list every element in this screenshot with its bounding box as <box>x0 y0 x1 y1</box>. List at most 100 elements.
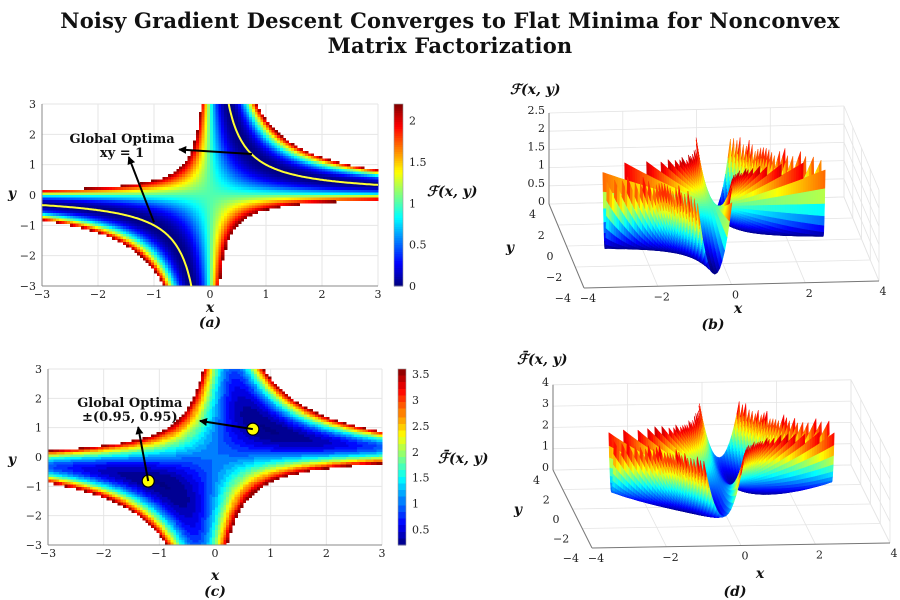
heatmap-cell <box>184 239 189 243</box>
heatmap-cell <box>204 208 208 212</box>
heatmap-cell <box>58 189 63 193</box>
heatmap-cell <box>198 122 203 126</box>
heatmap-cell <box>103 226 107 230</box>
heatmap-cell <box>42 205 46 209</box>
heatmap-cell <box>187 189 191 193</box>
heatmap-cell <box>201 273 205 277</box>
heatmap-cell <box>140 195 144 199</box>
heatmap-cell <box>131 200 135 204</box>
heatmap-cell <box>117 187 121 191</box>
heatmap-cell <box>86 202 91 206</box>
heatmap-cell <box>131 213 135 217</box>
heatmap-cell <box>148 257 152 261</box>
heatmap-cell <box>128 200 133 204</box>
heatmap-cell <box>210 221 214 225</box>
heatmap-cell <box>72 195 77 199</box>
heatmap-cell <box>207 195 211 199</box>
heatmap-cell <box>210 174 214 178</box>
heatmap-cell <box>187 249 191 253</box>
heatmap-cell <box>198 184 203 188</box>
heatmap-cell <box>190 215 194 219</box>
heatmap-cell <box>201 249 205 253</box>
heatmap-cell <box>196 192 200 196</box>
heatmap-cell <box>134 184 138 188</box>
heatmap-cell <box>84 215 88 219</box>
heatmap-cell <box>123 239 127 243</box>
heatmap-cell <box>187 231 191 235</box>
heatmap-cell <box>114 189 119 193</box>
heatmap-cell <box>210 111 214 115</box>
heatmap-cell <box>198 283 203 287</box>
heatmap-cell <box>151 262 155 266</box>
heatmap-cell <box>198 176 203 180</box>
heatmap-cell <box>145 213 149 217</box>
heatmap-cell <box>176 239 180 243</box>
heatmap-cell <box>210 104 214 108</box>
heatmap-cell <box>154 215 158 219</box>
heatmap-cell <box>207 215 211 219</box>
heatmap-cell <box>145 208 149 212</box>
heatmap-cell <box>159 223 163 227</box>
heatmap-cell <box>170 254 175 258</box>
heatmap-cell <box>151 244 155 248</box>
heatmap-cell <box>137 218 141 222</box>
heatmap-cell <box>190 158 194 162</box>
heatmap-cell <box>42 197 46 201</box>
heatmap-cell <box>193 249 197 253</box>
heatmap-cell <box>78 197 82 201</box>
heatmap-cell <box>198 158 203 162</box>
heatmap-cell <box>210 171 214 175</box>
heatmap-cell <box>72 213 77 217</box>
heatmap-cell <box>140 226 144 230</box>
heatmap-cell <box>179 270 183 274</box>
heatmap-cell <box>182 234 186 238</box>
heatmap-cell <box>78 213 82 217</box>
heatmap-cell <box>193 184 197 188</box>
heatmap-cell <box>210 218 214 222</box>
heatmap-cell <box>210 161 214 165</box>
heatmap-cell <box>204 114 208 118</box>
heatmap-cell <box>89 215 93 219</box>
heatmap-cell <box>95 192 99 196</box>
heatmap-cell <box>182 262 186 266</box>
heatmap-cell <box>176 265 180 269</box>
heatmap-cell <box>100 189 105 193</box>
heatmap-cell <box>72 223 77 227</box>
figure-title-line-2: Matrix Factorization <box>327 33 573 58</box>
heatmap-cell <box>131 223 135 227</box>
heatmap-cell <box>210 124 214 128</box>
heatmap-cell <box>173 200 177 204</box>
heatmap-cell <box>44 189 49 193</box>
heatmap-cell <box>201 153 205 157</box>
heatmap-cell <box>92 202 96 206</box>
heatmap-cell <box>112 221 116 225</box>
heatmap-cell <box>89 223 93 227</box>
heatmap-cell <box>165 223 169 227</box>
heatmap-cell <box>162 278 166 282</box>
heatmap-cell <box>92 213 96 217</box>
heatmap-cell <box>198 221 203 225</box>
heatmap-cell <box>168 270 172 274</box>
heatmap-cell <box>190 205 194 209</box>
heatmap-cell <box>182 273 186 277</box>
heatmap-cell <box>196 140 200 144</box>
heatmap-cell <box>151 189 155 193</box>
heatmap-cell <box>201 176 205 180</box>
heatmap-cell <box>179 187 183 191</box>
heatmap-cell <box>201 228 205 232</box>
heatmap-cell <box>151 260 155 264</box>
heatmap-cell <box>137 249 141 253</box>
heatmap-cell <box>140 221 144 225</box>
heatmap-cell <box>182 192 186 196</box>
heatmap-cell <box>176 171 180 175</box>
heatmap-cell <box>151 236 155 240</box>
heatmap-cell <box>114 208 119 212</box>
heatmap-cell <box>193 275 197 279</box>
heatmap-cell <box>126 231 130 235</box>
heatmap-cell <box>170 174 175 178</box>
heatmap-cell <box>170 218 175 222</box>
heatmap-cell <box>67 197 71 201</box>
heatmap-cell <box>193 267 197 271</box>
heatmap-cell <box>207 247 211 251</box>
